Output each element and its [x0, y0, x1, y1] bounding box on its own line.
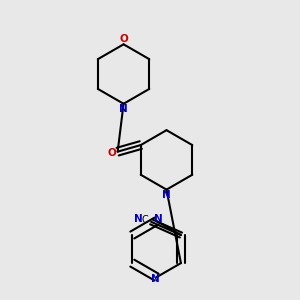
Text: O: O: [107, 148, 116, 158]
Text: N: N: [154, 214, 163, 224]
Text: O: O: [119, 34, 128, 44]
Text: N: N: [119, 104, 128, 114]
Text: C: C: [142, 215, 148, 225]
Text: N: N: [134, 214, 143, 224]
Text: N: N: [151, 274, 159, 284]
Text: N: N: [162, 190, 171, 200]
